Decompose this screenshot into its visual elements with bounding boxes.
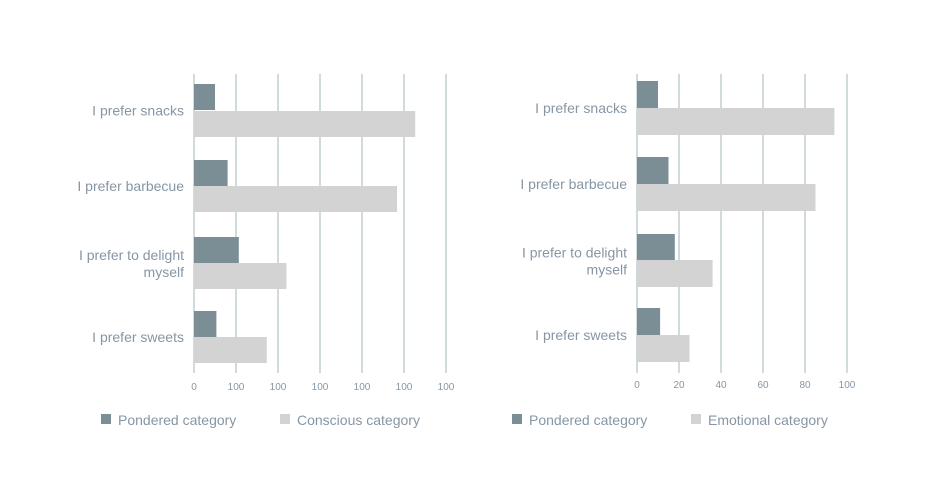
right-bar-pondered-category-i-prefer-snacks bbox=[637, 81, 658, 108]
left-bar-pondered-category-i-prefer-sweets bbox=[194, 311, 217, 337]
right-tick-label: 40 bbox=[715, 380, 727, 391]
left-legend-swatch-conscious bbox=[280, 414, 290, 424]
left-bar-conscious-category-i-prefer-sweets bbox=[194, 337, 267, 363]
right-bar-emotional-category-i-prefer-sweets bbox=[637, 335, 690, 362]
left-bar-pondered-category-i-prefer-snacks bbox=[194, 84, 215, 110]
right-bar-emotional-category-i-prefer-to-delight-myself bbox=[637, 260, 713, 287]
right-bar-emotional-category-i-prefer-snacks bbox=[637, 108, 835, 135]
left-legend-label-conscious: Conscious category bbox=[297, 412, 420, 428]
left-bar-conscious-category-i-prefer-barbecue bbox=[194, 186, 397, 212]
left-bars bbox=[194, 84, 416, 363]
left-category-label: I prefer sweets bbox=[92, 329, 184, 345]
right-bar-pondered-category-i-prefer-sweets bbox=[637, 308, 661, 335]
right-tick-label: 100 bbox=[839, 380, 856, 391]
left-category-label: I prefer barbecue bbox=[77, 178, 184, 194]
right-bar-emotional-category-i-prefer-barbecue bbox=[637, 184, 816, 211]
left-tick-label: 100 bbox=[354, 382, 371, 393]
left-category-label: I prefer snacks bbox=[92, 103, 184, 119]
left-tick-label: 100 bbox=[312, 382, 329, 393]
right-legend-label-emotional: Emotional category bbox=[708, 412, 828, 428]
left-chart: I prefer snacks I prefer barbecue I prefer… bbox=[77, 74, 455, 428]
right-bars bbox=[637, 81, 835, 362]
right-bar-pondered-category-i-prefer-barbecue bbox=[637, 157, 669, 184]
left-tick-label: 0 bbox=[191, 382, 197, 393]
right-chart: I prefer snacks I prefer barbecue I prefer… bbox=[512, 74, 856, 428]
left-bar-pondered-category-i-prefer-to-delight-myself bbox=[194, 237, 239, 263]
left-tick-label: 100 bbox=[438, 382, 455, 393]
left-tick-labels: 0 100 100 100 100 100 100 bbox=[191, 382, 455, 393]
left-legend-swatch-pondered bbox=[101, 414, 111, 424]
left-category-label: I prefer to delight myself bbox=[79, 247, 184, 280]
right-category-label: I prefer barbecue bbox=[520, 176, 627, 192]
right-legend: Pondered category Emotional category bbox=[512, 412, 828, 428]
right-tick-labels: 0 20 40 60 80 100 bbox=[634, 380, 856, 391]
right-legend-swatch-pondered bbox=[512, 414, 522, 424]
right-legend-label-pondered: Pondered category bbox=[529, 412, 647, 428]
right-tick-label: 80 bbox=[799, 380, 811, 391]
right-category-label: I prefer sweets bbox=[535, 327, 627, 343]
right-category-label: I prefer snacks bbox=[535, 100, 627, 116]
left-tick-label: 100 bbox=[396, 382, 413, 393]
left-legend: Pondered category Conscious category bbox=[101, 412, 420, 428]
left-tick-label: 100 bbox=[228, 382, 245, 393]
right-tick-label: 60 bbox=[757, 380, 769, 391]
right-bar-pondered-category-i-prefer-to-delight-myself bbox=[637, 234, 675, 261]
right-tick-label: 0 bbox=[634, 380, 640, 391]
right-tick-label: 20 bbox=[673, 380, 685, 391]
right-category-labels: I prefer snacks I prefer barbecue I prefer… bbox=[520, 100, 627, 343]
left-bar-conscious-category-i-prefer-to-delight-myself bbox=[194, 263, 287, 289]
left-bar-conscious-category-i-prefer-snacks bbox=[194, 111, 416, 137]
right-legend-swatch-emotional bbox=[691, 414, 701, 424]
right-category-label: I prefer to delight myself bbox=[522, 245, 627, 278]
left-tick-label: 100 bbox=[270, 382, 287, 393]
left-category-labels: I prefer snacks I prefer barbecue I prefer… bbox=[77, 103, 184, 346]
left-legend-label-pondered: Pondered category bbox=[118, 412, 236, 428]
left-bar-pondered-category-i-prefer-barbecue bbox=[194, 160, 228, 186]
